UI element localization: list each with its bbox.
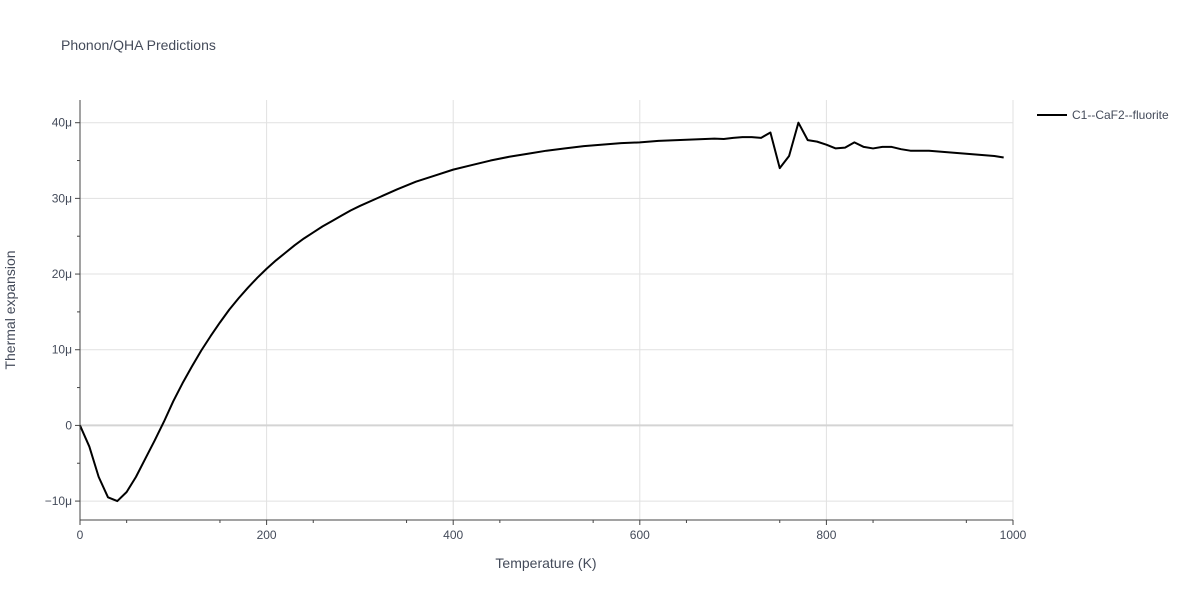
- chart-title: Phonon/QHA Predictions: [61, 37, 216, 53]
- y-tick-label: 10μ: [52, 343, 72, 357]
- x-tick-label: 600: [630, 528, 650, 542]
- y-tick-label: 20μ: [52, 267, 72, 281]
- x-tick-label: 200: [257, 528, 277, 542]
- x-tick-label: 0: [77, 528, 84, 542]
- y-axis-ticks: −10μ 0 10μ 20μ 30μ 40μ: [45, 116, 80, 508]
- y-tick-label: 0: [65, 418, 72, 432]
- x-tick-label: 800: [816, 528, 836, 542]
- grid-lines: [80, 100, 1014, 520]
- y-axis-title: Thermal expansion: [2, 250, 18, 369]
- x-axis-ticks: 0 200 400 600 800 1000: [77, 520, 1027, 542]
- series-line: [79, 121, 1004, 503]
- x-axis-title: Temperature (K): [495, 555, 596, 571]
- y-tick-label: 40μ: [52, 116, 72, 130]
- legend[interactable]: C1--CaF2--fluorite: [1037, 108, 1169, 122]
- y-tick-label: 30μ: [52, 191, 72, 205]
- series-layer: [79, 121, 1004, 503]
- legend-label: C1--CaF2--fluorite: [1072, 108, 1169, 122]
- y-tick-label: −10μ: [45, 494, 72, 508]
- x-tick-label: 400: [443, 528, 463, 542]
- x-tick-label: 1000: [1000, 528, 1027, 542]
